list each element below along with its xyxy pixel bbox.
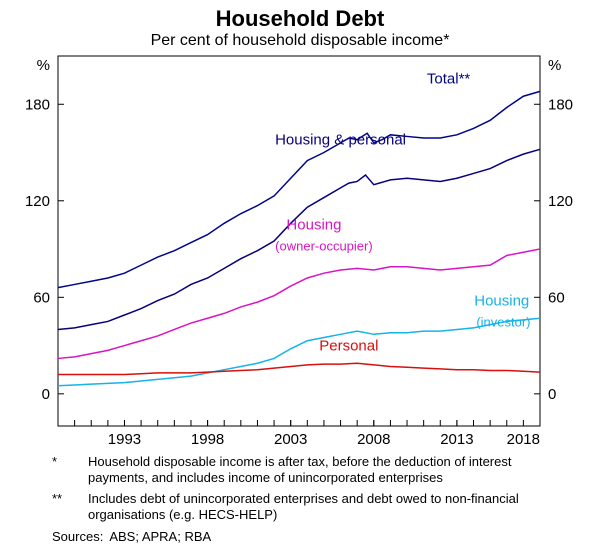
footnote-symbol: **: [52, 491, 88, 507]
y-tick-right: 0: [548, 386, 556, 403]
y-tick-right: 120: [548, 193, 573, 210]
series-label-personal: Personal: [319, 337, 378, 354]
y-tick-right: 180: [548, 96, 573, 113]
footnote-text: Includes debt of unincorporated enterpri…: [88, 491, 568, 524]
series-sublabel-housing_investor: (investor): [476, 314, 530, 329]
chart-title: Household Debt: [0, 6, 600, 32]
y-tick-left: 120: [25, 193, 50, 210]
footnote-text: Household disposable income is after tax…: [88, 454, 568, 487]
series-label-housing_personal: Housing & personal: [275, 131, 406, 148]
y-tick-left: 60: [33, 289, 50, 306]
y-unit-right: %: [548, 57, 561, 74]
chart-footnotes: *Household disposable income is after ta…: [52, 454, 590, 545]
series-label-housing_owner: Housing: [286, 217, 341, 234]
series-label-total: Total**: [427, 70, 471, 87]
sources-label: Sources:: [52, 529, 103, 544]
x-tick: 2003: [274, 431, 307, 448]
x-tick: 1993: [108, 431, 141, 448]
series-sublabel-housing_owner: (owner-occupier): [275, 239, 373, 254]
x-tick: 2013: [440, 431, 473, 448]
series-label-housing_investor: Housing: [474, 292, 529, 309]
x-tick: 1998: [191, 431, 224, 448]
y-unit-left: %: [37, 57, 50, 74]
x-tick: 2018: [507, 431, 540, 448]
y-tick-right: 60: [548, 289, 565, 306]
chart-subtitle: Per cent of household disposable income*: [0, 32, 600, 50]
footnote-symbol: *: [52, 454, 88, 470]
x-tick: 2008: [357, 431, 390, 448]
sources-text: ABS; APRA; RBA: [109, 529, 211, 544]
y-tick-left: 0: [42, 386, 50, 403]
y-tick-left: 180: [25, 96, 50, 113]
